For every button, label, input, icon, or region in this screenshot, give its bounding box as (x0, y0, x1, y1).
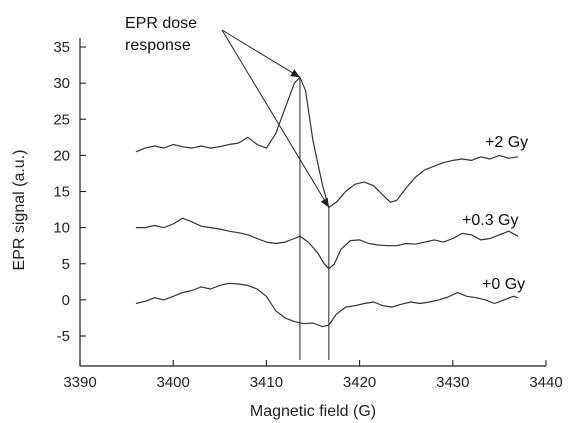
x-ticks: 3390 3400 3410 3420 3430 3440 (63, 360, 563, 391)
x-axis-title: Magnetic field (G) (250, 403, 376, 420)
trace-0gy (135, 282, 519, 328)
y-ticks: 35 30 25 20 15 10 5 0 -5 (53, 39, 86, 345)
y-tick-label: 15 (53, 184, 70, 201)
series-traces (135, 76, 519, 328)
y-axis-title: EPR signal (a.u.) (11, 150, 28, 271)
annotation-arrow-line (221, 29, 330, 208)
x-tick-label: 3410 (250, 374, 283, 391)
annotation-arrowhead (290, 69, 300, 78)
y-tick-label: 25 (53, 111, 70, 128)
y-tick-label: 20 (53, 147, 70, 164)
y-tick-label: 5 (62, 256, 70, 273)
trace-0-3gy (135, 217, 519, 270)
annotation-line-2: response (125, 37, 191, 54)
y-tick-label: -5 (57, 328, 70, 345)
annotation-arrows (221, 29, 330, 208)
x-tick-label: 3440 (529, 374, 562, 391)
annotation-arrowhead (320, 197, 329, 208)
x-tick-label: 3400 (157, 374, 190, 391)
annotation-arrow-line (221, 29, 301, 78)
y-tick-label: 0 (62, 292, 70, 309)
series-label-0gy: +0 Gy (482, 276, 525, 293)
x-tick-label: 3420 (343, 374, 376, 391)
x-tick-label: 3430 (436, 374, 469, 391)
trace-2gy (135, 76, 519, 208)
series-label-0-3gy: +0.3 Gy (462, 212, 518, 229)
series-label-2gy: +2 Gy (485, 134, 528, 151)
y-tick-label: 30 (53, 75, 70, 92)
y-tick-label: 35 (53, 39, 70, 56)
guide-lines (299, 77, 330, 360)
annotation-line-1: EPR dose (125, 15, 197, 32)
x-tick-label: 3390 (63, 374, 96, 391)
y-tick-label: 10 (53, 220, 70, 237)
